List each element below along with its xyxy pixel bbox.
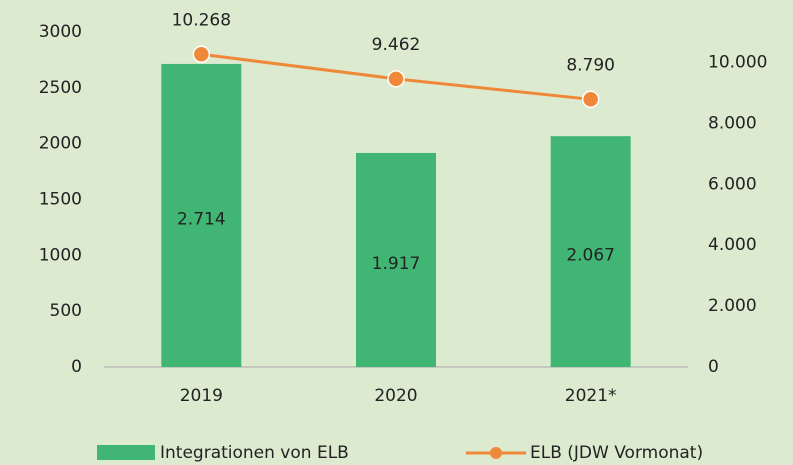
y-tick-label: 0	[71, 357, 82, 377]
line-value-label: 9.462	[372, 35, 421, 55]
y2-tick-label: 0	[708, 357, 719, 377]
y-tick-label: 1000	[39, 245, 82, 265]
bar	[356, 152, 436, 367]
bar	[161, 63, 242, 367]
y2-tick-label: 2.000	[708, 296, 757, 316]
y-tick-label: 500	[50, 301, 82, 321]
line-value-label: 8.790	[566, 55, 615, 75]
bar-value-label: 2.714	[177, 209, 226, 229]
y-tick-label: 3000	[39, 22, 82, 42]
y2-tick-label: 8.000	[708, 113, 757, 133]
x-tick-label: 2020	[374, 386, 417, 406]
y-tick-label: 2000	[39, 134, 82, 154]
bar	[550, 136, 631, 367]
line-value-label: 10.268	[172, 10, 231, 30]
x-tick-label: 2021*	[565, 386, 617, 406]
bar-value-label: 1.917	[372, 254, 421, 274]
y-tick-label: 1500	[39, 190, 82, 210]
legend-label: ELB (JDW Vormonat)	[530, 443, 703, 463]
x-tick-label: 2019	[180, 386, 223, 406]
legend-swatch	[97, 445, 155, 460]
legend-marker	[490, 447, 502, 459]
line-point	[581, 90, 600, 109]
line-point	[192, 45, 211, 64]
line-point	[387, 70, 405, 88]
legend-label: Integrationen von ELB	[160, 443, 349, 463]
y2-tick-label: 10.000	[708, 52, 767, 72]
y-tick-label: 2500	[39, 78, 82, 98]
y2-tick-label: 4.000	[708, 235, 757, 255]
bar-value-label: 2.067	[566, 246, 615, 266]
y2-tick-label: 6.000	[708, 174, 757, 194]
